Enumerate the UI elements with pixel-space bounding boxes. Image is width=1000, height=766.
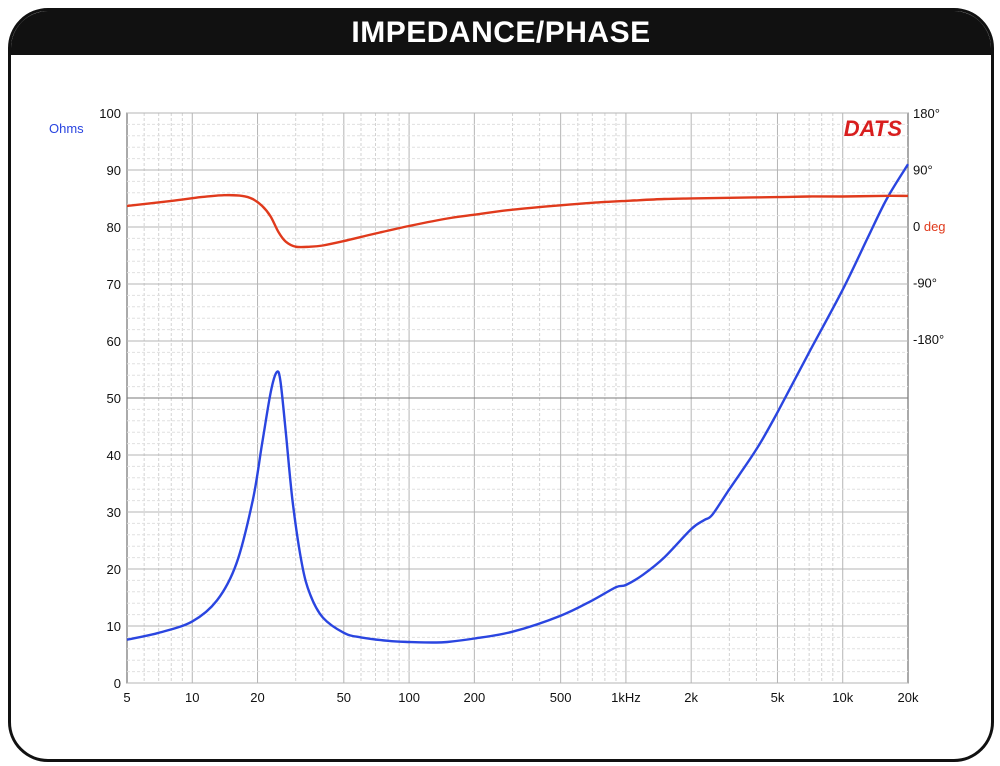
x-tick-label: 200 — [464, 690, 486, 705]
x-tick-label: 100 — [398, 690, 420, 705]
y-tick-label: 40 — [107, 448, 121, 463]
impedance-series-line — [126, 163, 910, 644]
y-tick-label: 90 — [107, 163, 121, 178]
chart-title: IMPEDANCE/PHASE — [11, 11, 991, 55]
x-tick-label: 20k — [898, 690, 919, 705]
x-tick-label: 500 — [550, 690, 572, 705]
y2-axis-unit-label: deg — [920, 219, 945, 234]
x-tick-label: 2k — [684, 690, 698, 705]
y-tick-label: 10 — [107, 619, 121, 634]
y-tick-label: 30 — [107, 505, 121, 520]
y-tick-label: 60 — [107, 334, 121, 349]
y2-tick-label: -180° — [913, 332, 944, 347]
y-tick-label: 70 — [107, 277, 121, 292]
grid-lines — [126, 112, 909, 684]
y2-tick-label: -90° — [913, 276, 937, 291]
x-tick-label: 10k — [832, 690, 853, 705]
y-tick-label: 80 — [107, 220, 121, 235]
y-tick-label: 100 — [99, 106, 121, 121]
x-tick-label: 20 — [250, 690, 264, 705]
y2-tick-label: 90° — [913, 163, 933, 178]
brand-logo-text: DATS — [844, 116, 903, 141]
y-tick-label: 20 — [107, 562, 121, 577]
x-tick-label: 5k — [771, 690, 785, 705]
y-tick-label: 0 — [114, 676, 121, 691]
x-tick-label: 10 — [185, 690, 199, 705]
y-tick-label: 50 — [107, 391, 121, 406]
x-tick-label: 5 — [123, 690, 130, 705]
y2-tick-label: 0 deg — [913, 219, 946, 234]
x-tick-label: 50 — [337, 690, 351, 705]
x-tick-label: 1kHz — [611, 690, 641, 705]
y2-tick-label: 180° — [913, 106, 940, 121]
y-axis-unit-label: Ohms — [49, 121, 84, 136]
phase-series-line — [126, 193, 909, 249]
